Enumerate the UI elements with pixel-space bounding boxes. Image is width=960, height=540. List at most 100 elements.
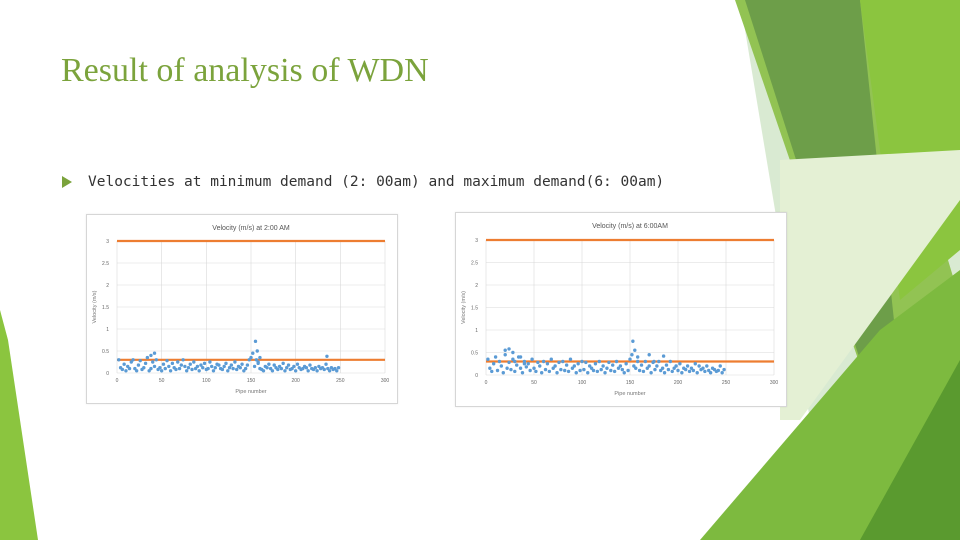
data-point [582,367,586,372]
data-point [691,368,696,373]
data-point [161,362,166,366]
data-point [142,366,146,370]
data-point [256,360,260,364]
data-point [572,364,577,368]
data-point [511,357,515,361]
chart-title: Velocity (m/s) at 2:00 AM [212,225,290,232]
data-point [528,368,532,373]
data-point [659,368,663,373]
data-point [534,369,538,374]
data-point [541,359,546,364]
data-point [245,363,250,367]
data-point [217,363,221,367]
data-point [306,369,310,373]
data-point [261,369,266,373]
data-point [493,355,498,359]
data-point [503,348,507,352]
data-point [626,368,630,373]
chart-title: Velocity (m/s) at 6:00AM [592,223,668,230]
data-point [664,363,669,367]
data-point [295,362,300,366]
data-point [647,364,651,368]
data-point [574,371,578,375]
y-tick-label: 2 [106,283,109,289]
data-point [168,369,173,373]
data-point [647,353,651,357]
data-point [120,367,125,372]
data-point [683,367,688,372]
data-point [660,366,665,370]
data-point [622,371,626,375]
y-tick-label: 1.5 [102,305,109,311]
x-tick-label: 250 [336,378,345,384]
data-point [530,357,534,361]
data-point [520,371,525,375]
data-point [154,358,159,362]
y-tick-label: 2.5 [102,261,109,267]
data-point [603,371,607,375]
data-point [607,360,611,365]
data-point [183,364,187,369]
data-point [593,362,598,366]
data-point [559,367,563,372]
data-point [705,364,709,368]
data-point [179,363,184,367]
data-point [672,366,676,370]
data-point [652,359,656,364]
data-point [545,362,550,366]
data-point [313,366,318,370]
data-point [553,364,557,368]
data-point [285,366,289,370]
data-point [630,353,634,357]
data-point [515,363,519,367]
data-point [165,358,169,363]
x-tick-label: 300 [381,378,390,384]
y-tick-label: 1 [106,327,109,333]
x-tick-label: 100 [202,378,211,384]
x-tick-label: 0 [485,380,488,386]
data-point [678,362,682,366]
data-point [532,366,536,370]
data-point [634,366,638,370]
data-point [151,360,155,364]
data-point [292,364,296,369]
data-point [551,366,555,370]
deco-left-sliver [0,310,38,540]
data-point [716,368,721,373]
y-tick-label: 0.5 [102,349,109,355]
data-point [722,367,726,372]
data-point [595,369,600,374]
data-point [701,366,705,370]
data-point [327,369,332,373]
data-point [143,361,148,366]
data-point [676,368,680,373]
data-point [649,371,653,375]
data-point [657,359,661,364]
data-point [645,366,649,370]
data-point [589,366,594,370]
data-point [222,364,226,369]
data-point [587,364,592,368]
data-point [703,369,707,374]
data-point [167,364,171,369]
data-point [570,366,575,370]
data-point [616,366,621,370]
data-point [563,368,567,373]
bullet-item: Velocities at minimum demand (2: 00am) a… [62,174,664,190]
data-point [633,348,637,352]
data-point [117,358,121,362]
data-point [163,366,167,371]
data-point [279,366,284,371]
x-tick-label: 0 [116,378,119,384]
bullet-text: Velocities at minimum demand (2: 00am) a… [88,174,665,190]
data-point [220,367,225,372]
data-point [276,367,280,372]
data-point [605,366,609,370]
data-point [188,362,192,366]
data-point [631,339,635,343]
y-tick-label: 0.5 [471,351,478,357]
data-point [685,364,690,368]
data-point [231,366,235,371]
data-point [209,364,214,369]
data-point [564,363,569,367]
